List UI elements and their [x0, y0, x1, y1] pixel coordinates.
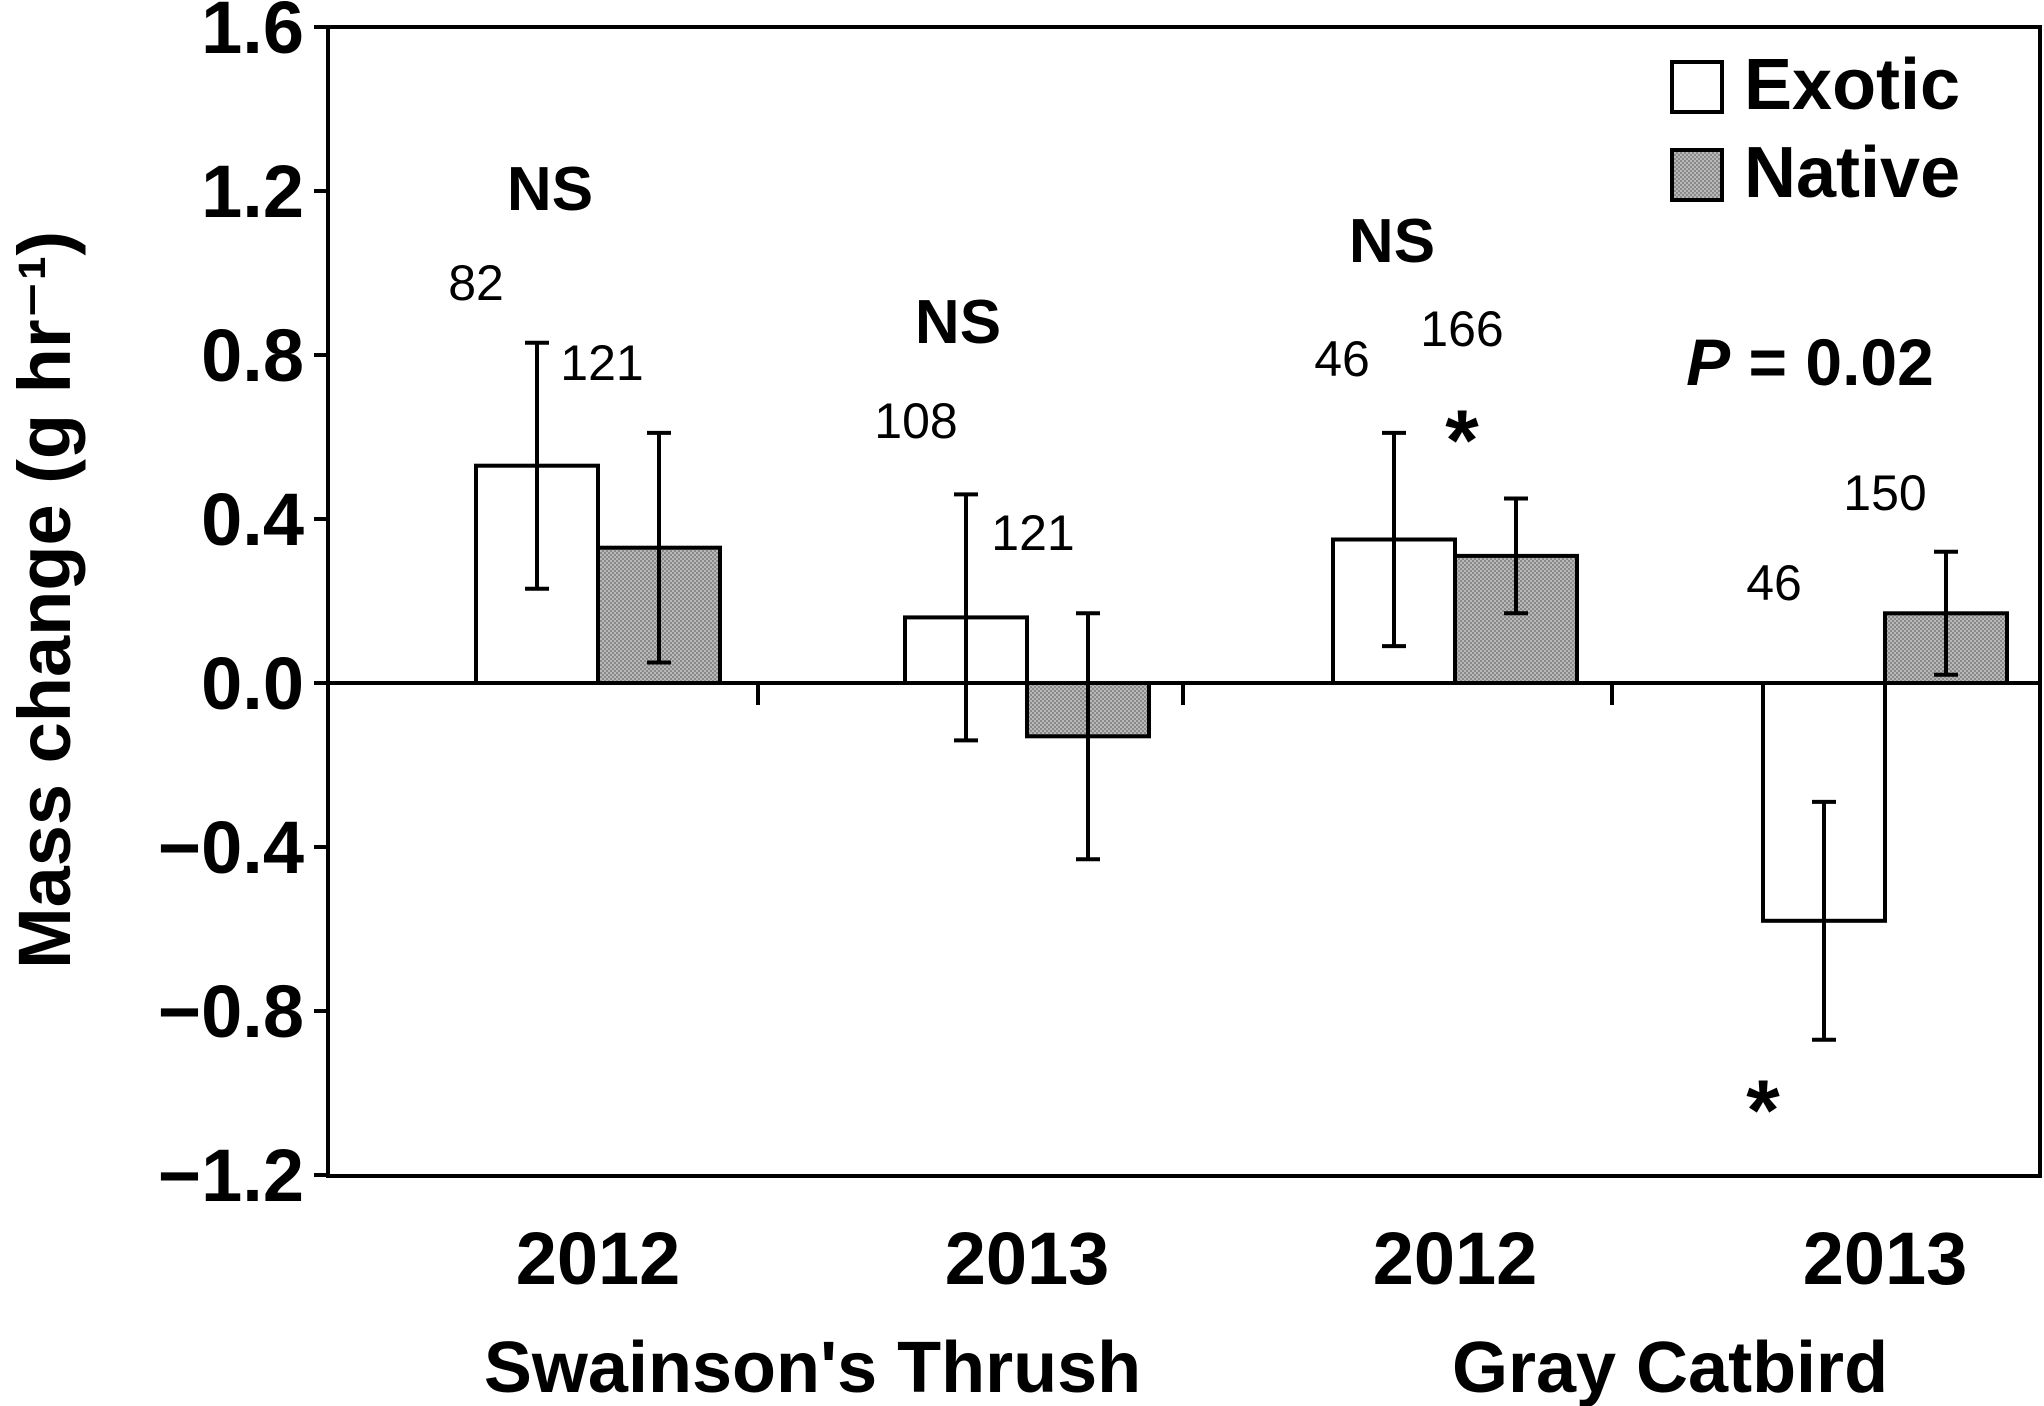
x-category-label: 2013	[1803, 1217, 1968, 1300]
x-axis: 2012 2013 2012 2013 Swainson's Thrush Gray Ca…	[484, 1217, 1967, 1406]
y-tick-label: 0.8	[201, 314, 304, 397]
x-group-label: Swainson's Thrush	[484, 1328, 1141, 1406]
bars	[474, 463, 2009, 923]
p-value-symbol: P	[1686, 325, 1731, 399]
sample-size-label: 46	[1746, 555, 1802, 611]
x-group-label: Gray Catbird	[1452, 1328, 1888, 1406]
significance-asterisk: *	[1445, 393, 1479, 489]
p-value-text: = 0.02	[1730, 325, 1934, 399]
y-tick-label: −1.2	[158, 1134, 304, 1217]
y-axis-title: Mass change (g hr⁻¹)	[3, 231, 86, 969]
y-tick-label: 0.4	[201, 478, 304, 561]
x-category-label: 2013	[945, 1217, 1110, 1300]
ns-label: NS	[507, 155, 593, 224]
sample-size-label: 150	[1843, 465, 1926, 521]
error-bars	[525, 340, 1958, 1042]
x-category-label: 2012	[516, 1217, 681, 1300]
y-tick-label: 0.0	[201, 642, 304, 725]
sample-size-label: 121	[991, 505, 1074, 561]
legend-label-native: Native	[1744, 133, 1960, 213]
ns-label: NS	[1349, 207, 1435, 276]
sample-size-label: 121	[560, 335, 643, 391]
significance-asterisk: *	[1746, 1063, 1780, 1159]
legend-swatch-native	[1670, 148, 1724, 202]
ns-label: NS	[915, 288, 1001, 357]
y-tick-label: 1.6	[201, 0, 304, 69]
zero-line	[328, 681, 2040, 705]
x-category-label: 2012	[1373, 1217, 1538, 1300]
sample-size-label: 166	[1420, 301, 1503, 357]
legend-swatch-exotic	[1670, 60, 1724, 114]
sample-size-label: 46	[1314, 331, 1370, 387]
plot-border	[326, 25, 2042, 1178]
annotations: 82 108 46 46 121 121 166 150 NS NS NS P = 0.02 * *	[448, 155, 1934, 1159]
sample-size-label: 108	[874, 393, 957, 449]
y-tick-label: 1.2	[201, 150, 304, 233]
y-tick-label: −0.4	[158, 806, 304, 889]
y-axis: 1.6 1.2 0.8 0.4 0.0 −0.4 −0.8 −1.2 Mass change (…	[3, 0, 328, 1217]
sample-size-label: 82	[448, 255, 504, 311]
p-value-label: P = 0.02	[1686, 325, 1934, 399]
legend-label-exotic: Exotic	[1744, 45, 1960, 125]
y-tick-label: −0.8	[158, 970, 304, 1053]
plot-frame	[326, 25, 2042, 1178]
